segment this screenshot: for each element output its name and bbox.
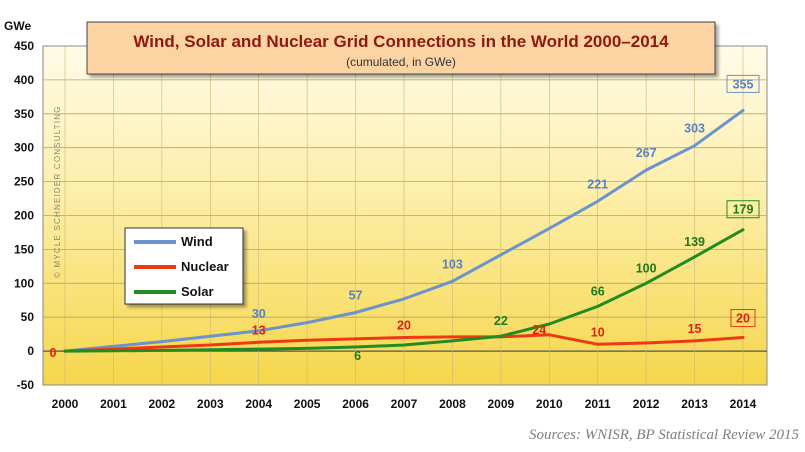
y-tick-label: 350 — [14, 107, 34, 121]
y-tick-label: 150 — [14, 242, 34, 256]
x-tick-label: 2003 — [197, 397, 224, 411]
x-tick-label: 2013 — [681, 397, 708, 411]
source-note: Sources: WNISR, BP Statistical Review 20… — [529, 427, 799, 444]
x-tick-label: 2010 — [536, 397, 563, 411]
data-label-solar: 66 — [591, 284, 605, 298]
x-tick-label: 2007 — [391, 397, 418, 411]
data-label-wind: 267 — [636, 146, 657, 160]
legend-label: Solar — [181, 284, 214, 299]
chart-subtitle: (cumulated, in GWe) — [346, 55, 456, 69]
x-tick-label: 2004 — [245, 397, 272, 411]
y-tick-label: 450 — [14, 39, 34, 53]
data-label-nuclear: 20 — [736, 312, 750, 326]
x-tick-label: 2014 — [730, 397, 757, 411]
data-label-wind: 355 — [733, 77, 754, 91]
y-tick-label: -50 — [17, 378, 35, 392]
data-label-nuclear: 15 — [688, 322, 702, 336]
y-tick-label: 200 — [14, 209, 34, 223]
y-axis-unit: GWe — [4, 19, 31, 33]
legend: Wind Nuclear Solar — [125, 228, 243, 304]
data-label-wind: 303 — [684, 122, 705, 136]
data-label-wind: 30 — [252, 307, 266, 321]
data-label-solar: 179 — [733, 203, 754, 217]
x-tick-label: 2012 — [633, 397, 660, 411]
data-label-nuclear: 10 — [591, 325, 605, 339]
y-axis: -50 0 50 100 150 200 250 300 350 400 450 — [14, 39, 34, 392]
y-tick-label: 0 — [27, 344, 34, 358]
y-tick-label: 50 — [21, 310, 35, 324]
x-tick-label: 2002 — [149, 397, 176, 411]
x-tick-label: 2008 — [439, 397, 466, 411]
x-tick-label: 2001 — [100, 397, 127, 411]
data-label-wind: 103 — [442, 257, 463, 271]
x-tick-label: 2011 — [585, 397, 611, 411]
x-axis: 2000 2001 2002 2003 2004 2005 2006 2007 2008 2009… — [52, 397, 757, 411]
legend-label: Wind — [181, 234, 213, 249]
x-tick-label: 2006 — [342, 397, 369, 411]
data-label-solar: 100 — [636, 261, 657, 275]
y-tick-label: 300 — [14, 141, 34, 155]
y-tick-label: 400 — [14, 73, 34, 87]
data-label-nuclear: 0 — [50, 346, 57, 360]
y-tick-label: 100 — [14, 276, 34, 290]
legend-label: Nuclear — [181, 259, 229, 274]
data-label-wind: 57 — [349, 288, 363, 302]
y-tick-label: 250 — [14, 175, 34, 189]
data-label-solar: 139 — [684, 235, 705, 249]
chart-title: Wind, Solar and Nuclear Grid Connections… — [133, 32, 669, 51]
data-label-solar: 6 — [354, 349, 361, 363]
data-label-nuclear: 24 — [532, 323, 546, 337]
x-tick-label: 2000 — [52, 397, 79, 411]
data-label-wind: 221 — [587, 177, 608, 191]
data-label-nuclear: 20 — [397, 319, 411, 333]
x-tick-label: 2009 — [488, 397, 515, 411]
watermark: © MYCLE SCHNEIDER CONSULTING — [53, 105, 62, 278]
title-box: Wind, Solar and Nuclear Grid Connections… — [87, 22, 715, 74]
data-label-nuclear: 13 — [252, 323, 266, 337]
data-label-solar: 22 — [494, 314, 508, 328]
x-tick-label: 2005 — [294, 397, 321, 411]
